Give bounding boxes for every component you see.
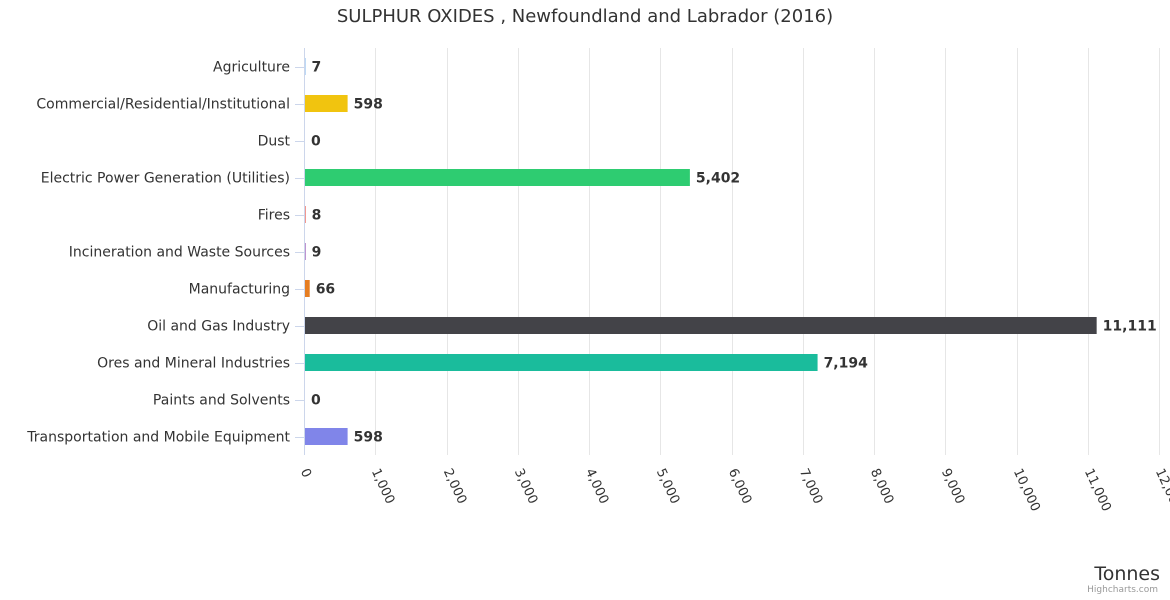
x-tick-label: 0 xyxy=(297,466,314,480)
x-tick-label: 5,000 xyxy=(653,466,682,506)
bar[interactable] xyxy=(305,206,306,223)
category-label: Dust xyxy=(258,134,291,150)
data-label: 7 xyxy=(311,60,321,76)
x-tick-label: 10,000 xyxy=(1010,466,1043,514)
category-axis: Agriculture Commercial/Residential/Instit… xyxy=(26,48,305,455)
data-label: 598 xyxy=(354,97,383,113)
data-label: 0 xyxy=(311,393,321,409)
x-tick-label: 11,000 xyxy=(1081,466,1114,514)
x-axis-title: Tonnes xyxy=(1094,563,1160,585)
bar[interactable] xyxy=(305,243,306,260)
category-label: Incineration and Waste Sources xyxy=(69,245,290,261)
x-tick-label: 7,000 xyxy=(796,466,825,506)
x-tick-label: 8,000 xyxy=(867,466,896,506)
bar[interactable] xyxy=(305,95,348,112)
x-axis-ticks: 0 1,000 2,000 3,000 4,000 5,000 6,000 7,000 8,00… xyxy=(297,466,1170,514)
x-tick-label: 6,000 xyxy=(725,466,754,506)
category-label: Electric Power Generation (Utilities) xyxy=(41,171,290,187)
data-label: 66 xyxy=(316,282,335,298)
x-tick-label: 9,000 xyxy=(938,466,967,506)
bar[interactable] xyxy=(305,169,690,186)
bar[interactable] xyxy=(305,354,818,371)
data-label: 598 xyxy=(354,430,383,446)
category-label: Ores and Mineral Industries xyxy=(97,356,290,372)
grid-lines xyxy=(375,48,1160,455)
data-label: 0 xyxy=(311,134,321,150)
category-label: Manufacturing xyxy=(189,282,290,298)
bars xyxy=(305,58,1097,445)
data-label: 9 xyxy=(312,245,322,261)
credits-link[interactable]: Highcharts.com xyxy=(1087,585,1158,595)
category-label: Transportation and Mobile Equipment xyxy=(26,430,290,446)
data-label: 8 xyxy=(312,208,322,224)
data-label: 7,194 xyxy=(824,356,869,372)
category-label: Fires xyxy=(258,208,290,224)
x-tick-label: 3,000 xyxy=(511,466,540,506)
bar[interactable] xyxy=(305,317,1097,334)
category-label: Commercial/Residential/Institutional xyxy=(36,97,290,113)
data-labels: 7 598 0 5,402 8 9 66 11,111 7,194 0 598 xyxy=(311,60,1157,446)
bar[interactable] xyxy=(305,428,348,445)
x-tick-label: 4,000 xyxy=(582,466,611,506)
data-label: 11,111 xyxy=(1103,319,1157,335)
data-label: 5,402 xyxy=(696,171,740,187)
chart-title: SULPHUR OXIDES , Newfoundland and Labrad… xyxy=(336,6,834,27)
x-tick-label: 2,000 xyxy=(440,466,469,506)
x-tick-label: 1,000 xyxy=(368,466,397,506)
category-label: Agriculture xyxy=(213,60,290,76)
category-label: Paints and Solvents xyxy=(153,393,290,409)
category-label: Oil and Gas Industry xyxy=(147,319,290,335)
x-tick-label: 12,000 xyxy=(1152,466,1170,514)
bar[interactable] xyxy=(305,280,310,297)
